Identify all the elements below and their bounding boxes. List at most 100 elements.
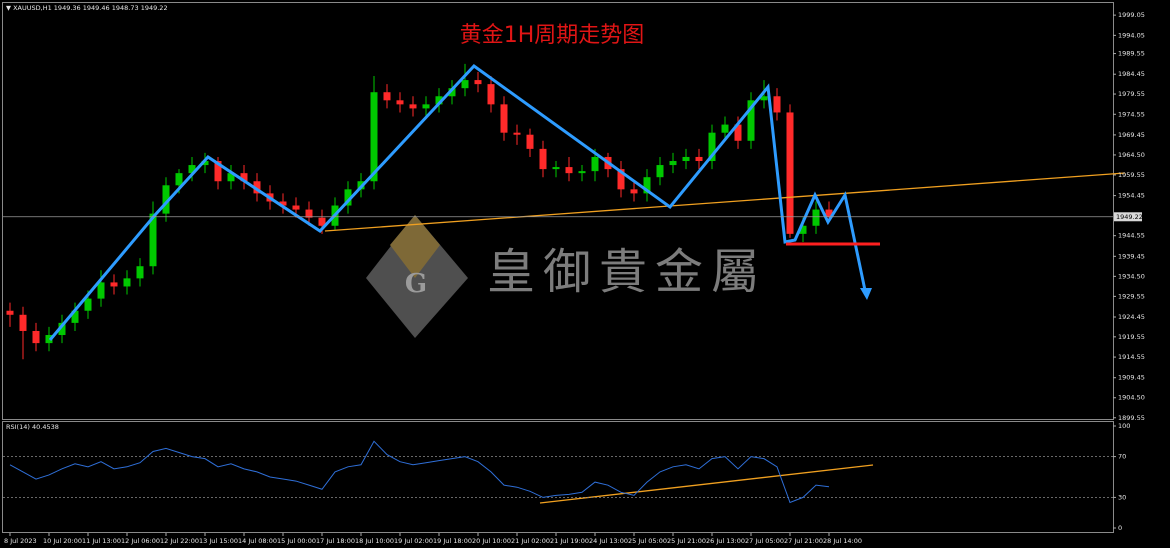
candle-body xyxy=(734,124,742,141)
candle-body xyxy=(58,322,66,336)
candle-body xyxy=(175,173,183,186)
y-tick-label: 1944.55 xyxy=(1118,232,1145,240)
candle-body xyxy=(656,165,664,178)
x-tick-label: 28 Jul 14:00 xyxy=(823,537,862,545)
y-tick-label: 1924.45 xyxy=(1118,313,1145,321)
candle-body xyxy=(435,96,443,105)
ohlc-open: 1949.36 xyxy=(54,4,81,12)
candle-body xyxy=(526,134,534,149)
candle-body xyxy=(123,278,131,287)
candle-body xyxy=(552,167,560,170)
x-tick-label: 17 Jul 18:00 xyxy=(316,537,355,545)
candle-body xyxy=(708,132,716,162)
candle-body xyxy=(110,282,118,287)
rsi-header: RSI(14) 40.4538 xyxy=(6,423,59,431)
candle-body xyxy=(409,104,417,109)
x-tick-label: 21 Jul 02:00 xyxy=(511,537,550,545)
candle-body xyxy=(253,181,261,194)
candle-body xyxy=(461,80,469,89)
candle-body xyxy=(695,156,703,162)
y-tick-label: 1914.55 xyxy=(1118,353,1145,361)
y-tick-label: 1939.45 xyxy=(1118,252,1145,260)
y-tick-label: 1999.05 xyxy=(1118,11,1145,19)
y-tick-label: 1984.45 xyxy=(1118,70,1145,78)
x-tick-label: 19 Jul 18:00 xyxy=(433,537,472,545)
candle-body xyxy=(630,189,638,194)
candle-body xyxy=(747,100,755,141)
candle-body xyxy=(539,148,547,170)
current-price-label: 1949.22 xyxy=(1116,213,1143,221)
candle-body xyxy=(162,185,170,214)
candle-body xyxy=(825,209,833,217)
x-tick-label: 8 Jul 2023 xyxy=(4,537,37,545)
x-tick-label: 12 Jul 06:00 xyxy=(121,537,160,545)
candle-body xyxy=(786,112,794,234)
candle-body xyxy=(71,310,79,323)
wave-path xyxy=(48,64,868,341)
x-tick-label: 14 Jul 08:00 xyxy=(238,537,277,545)
y-tick-label: 100 xyxy=(1118,422,1130,430)
candle-body xyxy=(760,96,768,101)
chart-title: 黄金1H周期走势图 xyxy=(460,23,645,48)
rsi-trend-line xyxy=(539,464,874,504)
rsi-title: RSI(14) xyxy=(6,423,30,431)
x-tick-label: 19 Jul 02:00 xyxy=(394,537,433,545)
candle-body xyxy=(682,156,690,162)
logo-facet xyxy=(390,215,440,278)
x-tick-label: 13 Jul 15:00 xyxy=(199,537,238,545)
candle-body xyxy=(396,100,404,105)
y-tick-label: 1934.50 xyxy=(1118,272,1145,280)
x-tick-label: 27 Jul 05:00 xyxy=(745,537,784,545)
rsi-line xyxy=(9,440,830,504)
x-tick-label: 21 Jul 19:00 xyxy=(550,537,589,545)
rsi-pane xyxy=(2,421,1114,533)
y-tick-label: 1959.55 xyxy=(1118,171,1145,179)
candle-body xyxy=(773,96,781,113)
x-tick-label: 26 Jul 13:00 xyxy=(706,537,745,545)
x-tick-label: 11 Jul 13:00 xyxy=(82,537,121,545)
y-tick-label: 70 xyxy=(1118,453,1126,461)
candle-body xyxy=(201,161,209,166)
candle-body xyxy=(227,173,235,182)
header: ▼ XAUUSD,H1 1949.36 1949.46 1948.73 1949… xyxy=(6,4,168,12)
candle-body xyxy=(32,330,40,344)
candle-body xyxy=(344,189,352,206)
candle-body xyxy=(279,201,287,206)
y-tick-label: 1974.55 xyxy=(1118,110,1145,118)
y-tick-label: 1969.45 xyxy=(1118,131,1145,139)
x-tick-label: 27 Jul 21:00 xyxy=(784,537,823,545)
candle-body xyxy=(240,173,248,182)
candle-body xyxy=(643,177,651,194)
y-tick-label: 1964.50 xyxy=(1118,151,1145,159)
logo-letter: G xyxy=(405,269,427,299)
y-tick-label: 1919.55 xyxy=(1118,333,1145,341)
candle-body xyxy=(565,167,573,174)
candle-body xyxy=(19,314,27,331)
x-tick-label: 10 Jul 20:00 xyxy=(43,537,82,545)
candle-body xyxy=(578,171,586,174)
x-tick-label: 15 Jul 00:00 xyxy=(277,537,316,545)
candle-body xyxy=(305,209,313,218)
y-tick-label: 1904.50 xyxy=(1118,394,1145,402)
ohlc-low: 1948.73 xyxy=(112,4,139,12)
candles xyxy=(6,63,833,360)
y-tick-label: 1994.05 xyxy=(1118,31,1145,39)
candle-body xyxy=(487,84,495,105)
candle-body xyxy=(474,80,482,85)
candle-body xyxy=(6,310,14,315)
x-tick-label: 25 Jul 05:00 xyxy=(628,537,667,545)
candle-body xyxy=(513,132,521,135)
annotations xyxy=(48,64,1126,504)
candle-body xyxy=(370,92,378,182)
y-tick-label: 1929.55 xyxy=(1118,292,1145,300)
current-price-box xyxy=(1114,212,1142,222)
trend-line xyxy=(324,172,1126,232)
y-tick-label: 30 xyxy=(1118,493,1126,501)
x-tick-label: 25 Jul 21:00 xyxy=(667,537,706,545)
x-tick-label: 12 Jul 22:00 xyxy=(160,537,199,545)
candle-body xyxy=(188,165,196,174)
candle-body xyxy=(422,104,430,109)
candle-body xyxy=(318,217,326,226)
ohlc-high: 1949.46 xyxy=(83,4,110,12)
